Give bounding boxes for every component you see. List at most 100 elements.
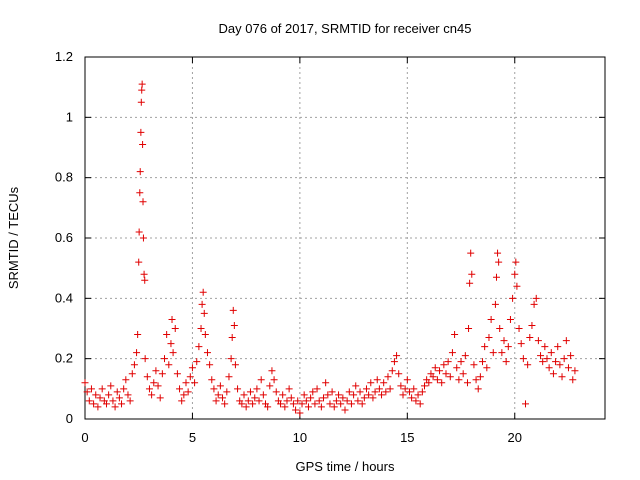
data-point	[513, 282, 521, 290]
data-point	[238, 400, 246, 408]
data-point	[203, 349, 211, 357]
plot-frame	[84, 56, 606, 420]
data-point	[229, 306, 237, 314]
data-point	[219, 394, 227, 402]
data-point	[259, 391, 267, 399]
data-point	[186, 373, 194, 381]
data-point	[502, 358, 510, 366]
data-point	[311, 400, 319, 408]
data-point	[345, 388, 353, 396]
data-point	[375, 385, 383, 393]
data-point	[494, 249, 502, 257]
data-point	[543, 355, 551, 363]
chart-title: Day 076 of 2017, SRMTID for receiver cn4…	[219, 21, 472, 36]
y-tick-label: 1.2	[55, 49, 73, 64]
data-point	[320, 394, 328, 402]
y-tick-label: 0.2	[55, 351, 73, 366]
data-point	[285, 385, 293, 393]
data-point	[373, 376, 381, 384]
data-point	[530, 300, 538, 308]
data-point	[221, 400, 229, 408]
data-point	[326, 400, 334, 408]
data-point	[167, 340, 175, 348]
data-point	[176, 385, 184, 393]
data-point	[495, 258, 503, 266]
data-point	[231, 361, 239, 369]
data-point	[272, 388, 280, 396]
data-point	[571, 367, 579, 375]
x-tick-label: 10	[293, 430, 307, 445]
data-point	[491, 300, 499, 308]
data-point	[365, 391, 373, 399]
data-point	[87, 385, 95, 393]
data-point	[332, 397, 340, 405]
data-point	[188, 364, 196, 372]
data-point	[547, 349, 555, 357]
data-point	[85, 397, 93, 405]
data-point	[279, 391, 287, 399]
data-point	[519, 355, 527, 363]
data-point	[130, 361, 138, 369]
data-point	[356, 388, 364, 396]
data-point	[145, 385, 153, 393]
data-point	[489, 349, 497, 357]
data-point	[141, 276, 149, 284]
data-point	[479, 358, 487, 366]
data-point	[251, 394, 259, 402]
data-point	[135, 258, 143, 266]
data-point	[350, 391, 358, 399]
data-point	[244, 397, 252, 405]
data-point	[107, 382, 115, 390]
data-point	[198, 300, 206, 308]
data-point	[500, 337, 508, 345]
data-point	[485, 334, 493, 342]
data-point	[292, 406, 300, 414]
data-point	[337, 400, 345, 408]
data-point	[135, 228, 143, 236]
data-point	[139, 198, 147, 206]
data-point	[399, 391, 407, 399]
data-point	[448, 349, 456, 357]
data-point	[421, 382, 429, 390]
data-point	[492, 273, 500, 281]
data-point	[517, 340, 525, 348]
grid-lines	[85, 57, 605, 419]
data-point	[191, 379, 199, 387]
data-point	[296, 409, 304, 417]
data-point	[223, 388, 231, 396]
data-point	[466, 279, 474, 287]
data-point	[111, 403, 119, 411]
data-point	[451, 331, 459, 339]
data-point	[569, 376, 577, 384]
data-point	[378, 391, 386, 399]
data-point	[405, 388, 413, 396]
data-point	[139, 140, 147, 148]
data-point	[126, 397, 134, 405]
data-point	[150, 379, 158, 387]
data-point	[552, 358, 560, 366]
data-point	[431, 364, 439, 372]
data-point	[537, 352, 545, 360]
x-tick-label: 5	[189, 430, 196, 445]
data-point	[393, 352, 401, 360]
data-point	[412, 397, 420, 405]
data-point	[324, 391, 332, 399]
data-point	[341, 406, 349, 414]
data-point	[467, 249, 475, 257]
data-point	[367, 379, 375, 387]
data-point	[429, 373, 437, 381]
data-point	[558, 373, 566, 381]
data-point	[200, 309, 208, 317]
data-point	[281, 403, 289, 411]
data-point	[197, 325, 205, 332]
data-point	[567, 352, 575, 360]
data-point	[472, 376, 480, 384]
data-point	[528, 321, 536, 329]
data-point	[339, 394, 347, 402]
data-point	[201, 331, 209, 339]
data-point	[234, 385, 242, 393]
data-point	[521, 400, 529, 408]
data-point	[210, 385, 218, 393]
data-point	[330, 403, 338, 411]
data-point	[113, 388, 121, 396]
